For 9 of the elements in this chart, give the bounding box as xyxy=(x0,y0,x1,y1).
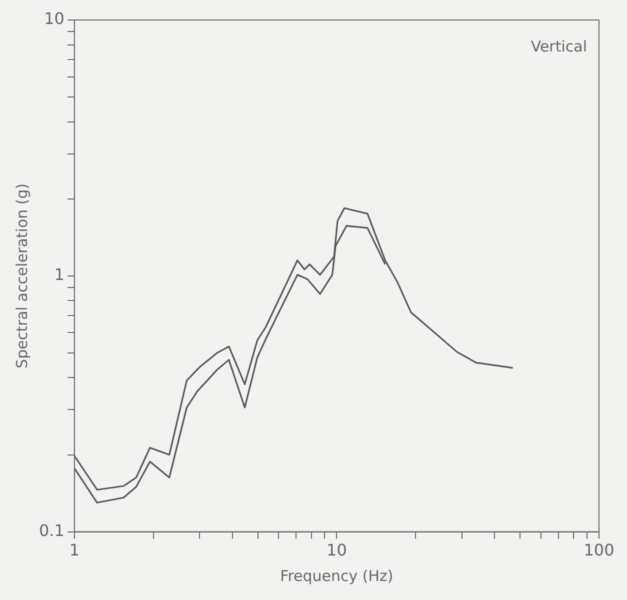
y-tick-label: 1 xyxy=(54,265,64,284)
x-tick-label: 10 xyxy=(326,540,347,560)
y-tick-label: 0.1 xyxy=(38,520,64,540)
y-tick-label: 10 xyxy=(44,9,64,28)
x-tick-label: 100 xyxy=(584,540,614,560)
annotation: Vertical xyxy=(530,37,587,56)
x-axis-title: Frequency (Hz) xyxy=(280,566,394,585)
x-tick-label: 1 xyxy=(69,540,80,560)
y-axis-title: Spectral acceleration (g) xyxy=(12,183,31,368)
